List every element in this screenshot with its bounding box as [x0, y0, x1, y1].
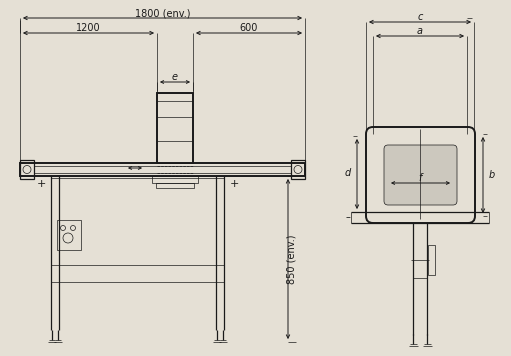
Bar — [428, 245, 435, 275]
Bar — [152, 176, 198, 183]
Bar — [157, 93, 193, 163]
Text: +: + — [36, 179, 45, 189]
Bar — [291, 160, 305, 179]
Text: c: c — [417, 12, 423, 22]
Text: +: + — [229, 179, 239, 189]
Text: f: f — [419, 173, 422, 183]
Text: 850 (env.): 850 (env.) — [287, 234, 297, 284]
Text: –: – — [345, 212, 351, 222]
Text: d: d — [345, 168, 351, 178]
Text: e: e — [172, 72, 178, 82]
Text: a: a — [417, 26, 423, 36]
Text: b: b — [489, 170, 495, 180]
Bar — [20, 160, 34, 179]
Bar — [156, 183, 194, 188]
FancyBboxPatch shape — [384, 145, 457, 205]
Bar — [20, 163, 305, 176]
Bar — [57, 220, 81, 250]
Text: 600: 600 — [240, 23, 258, 33]
Text: 1800 (env.): 1800 (env.) — [135, 8, 190, 18]
Text: 1200: 1200 — [76, 23, 101, 33]
